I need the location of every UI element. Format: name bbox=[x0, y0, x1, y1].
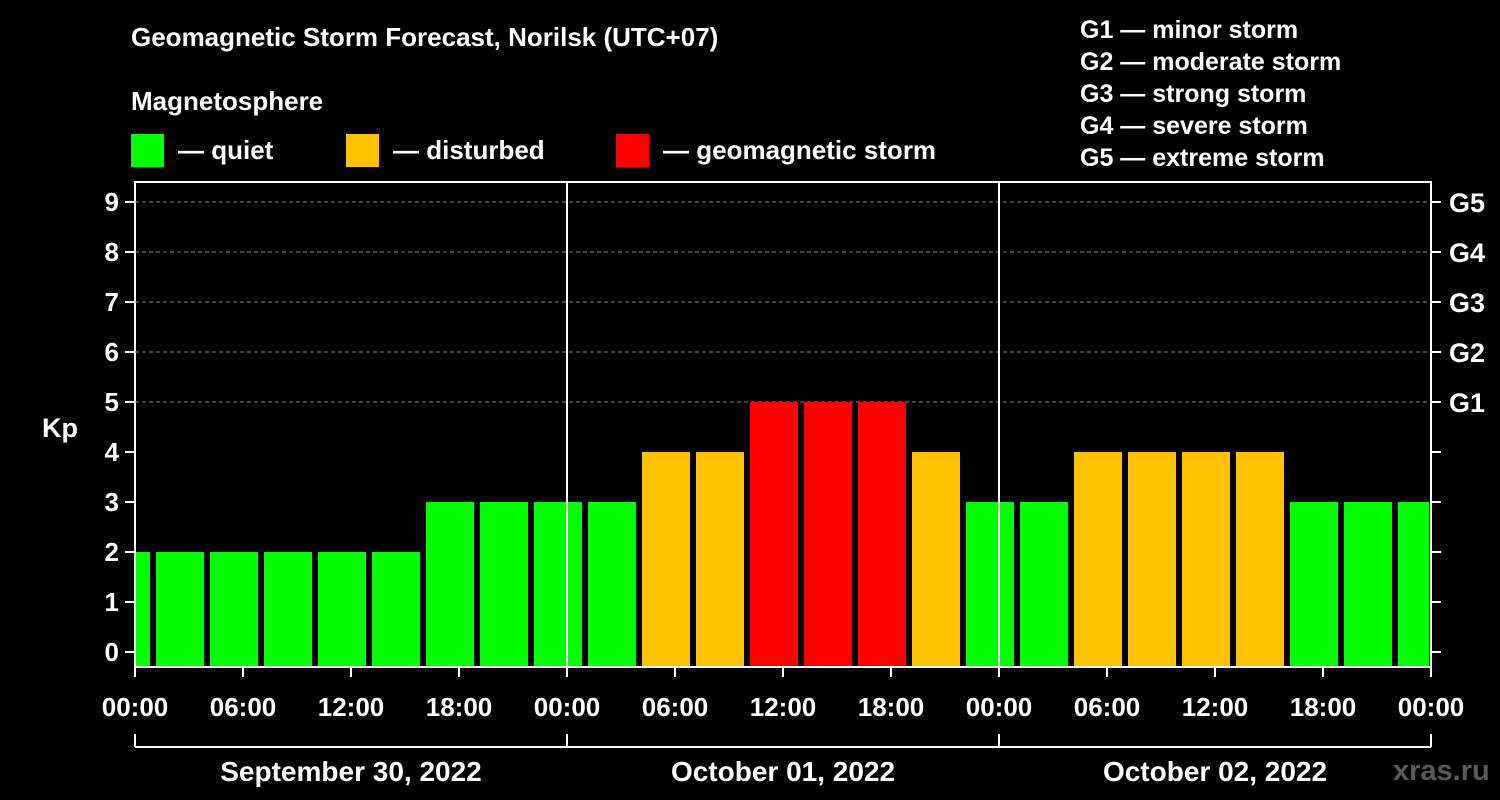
x-tick-label: 06:00 bbox=[642, 692, 709, 722]
y-tick-label: 8 bbox=[105, 237, 119, 267]
kp-bar bbox=[1344, 502, 1392, 666]
kp-bar bbox=[966, 502, 1014, 666]
kp-bar bbox=[696, 452, 744, 666]
g-level-label: G2 bbox=[1449, 338, 1485, 368]
kp-bar bbox=[750, 402, 798, 666]
legend-storm-label: — geomagnetic storm bbox=[663, 134, 937, 165]
kp-bar bbox=[1236, 452, 1284, 666]
x-tick-label: 18:00 bbox=[1290, 692, 1357, 722]
x-tick-label: 00:00 bbox=[1398, 692, 1465, 722]
legend-storm: — geomagnetic storm bbox=[616, 133, 936, 167]
kp-bar bbox=[1128, 452, 1176, 666]
legend-quiet: — quiet bbox=[131, 133, 273, 167]
x-tick-label: 00:00 bbox=[966, 692, 1033, 722]
kp-bar bbox=[912, 452, 960, 666]
kp-bar bbox=[372, 552, 420, 666]
g-scale-item: G3 — strong storm bbox=[1080, 80, 1307, 108]
chart-title: Geomagnetic Storm Forecast, Norilsk (UTC… bbox=[131, 22, 719, 52]
kp-bar bbox=[156, 552, 204, 666]
legend-quiet-swatch bbox=[131, 133, 164, 167]
watermark: xras.ru bbox=[1393, 755, 1490, 787]
legend-quiet-label: — quiet bbox=[178, 134, 274, 165]
x-tick-label: 06:00 bbox=[210, 692, 277, 722]
y-tick-label: 2 bbox=[105, 537, 119, 567]
y-tick-label: 7 bbox=[105, 287, 119, 317]
kp-bar bbox=[136, 552, 150, 666]
y-tick-label: 5 bbox=[105, 387, 119, 417]
y-tick-label: 3 bbox=[105, 487, 119, 517]
kp-bar bbox=[1398, 502, 1429, 666]
x-tick-label: 18:00 bbox=[858, 692, 925, 722]
kp-bar bbox=[1020, 502, 1068, 666]
g-scale-item: G2 — moderate storm bbox=[1080, 48, 1342, 76]
g-level-label: G4 bbox=[1449, 238, 1485, 268]
date-label: October 01, 2022 bbox=[671, 756, 895, 787]
y-axis-label: Kp bbox=[42, 413, 78, 443]
g-level-label: G3 bbox=[1449, 288, 1485, 318]
kp-bar bbox=[804, 402, 852, 666]
date-label: October 02, 2022 bbox=[1103, 756, 1327, 787]
g-scale-item: G5 — extreme storm bbox=[1080, 144, 1325, 172]
legend-disturbed-swatch bbox=[346, 133, 379, 167]
g-scale-item: G1 — minor storm bbox=[1080, 16, 1299, 44]
kp-bar bbox=[642, 452, 690, 666]
kp-bar bbox=[588, 502, 636, 666]
g-level-label: G1 bbox=[1449, 388, 1485, 418]
y-tick-label: 6 bbox=[105, 337, 119, 367]
kp-bar bbox=[534, 502, 582, 666]
y-tick-label: 1 bbox=[105, 587, 119, 617]
kp-bar bbox=[1074, 452, 1122, 666]
kp-bar bbox=[480, 502, 528, 666]
x-tick-label: 06:00 bbox=[1074, 692, 1141, 722]
x-tick-label: 00:00 bbox=[534, 692, 601, 722]
kp-bar bbox=[264, 552, 312, 666]
kp-bar bbox=[210, 552, 258, 666]
g-level-label: G5 bbox=[1449, 188, 1485, 218]
kp-bar bbox=[1290, 502, 1338, 666]
y-tick-label: 9 bbox=[105, 187, 119, 217]
x-tick-label: 12:00 bbox=[1182, 692, 1249, 722]
g-scale-legend: G1 — minor storm G2 — moderate storm G3 … bbox=[1080, 14, 1341, 174]
kp-bar bbox=[426, 502, 474, 666]
legend-storm-swatch bbox=[616, 133, 649, 167]
x-tick-label: 12:00 bbox=[318, 692, 385, 722]
legend-disturbed: — disturbed bbox=[346, 133, 545, 167]
kp-bar bbox=[1182, 452, 1230, 666]
kp-bar bbox=[318, 552, 366, 666]
x-tick-label: 18:00 bbox=[426, 692, 493, 722]
x-tick-label: 00:00 bbox=[102, 692, 169, 722]
magnetosphere-label: Magnetosphere bbox=[131, 86, 324, 116]
x-tick-label: 12:00 bbox=[750, 692, 817, 722]
g-scale-item: G4 — severe storm bbox=[1080, 112, 1308, 140]
y-tick-label: 0 bbox=[105, 637, 119, 667]
date-label: September 30, 2022 bbox=[220, 756, 482, 787]
kp-bar bbox=[858, 402, 906, 666]
legend-disturbed-label: — disturbed bbox=[393, 134, 545, 165]
y-tick-label: 4 bbox=[105, 437, 120, 467]
